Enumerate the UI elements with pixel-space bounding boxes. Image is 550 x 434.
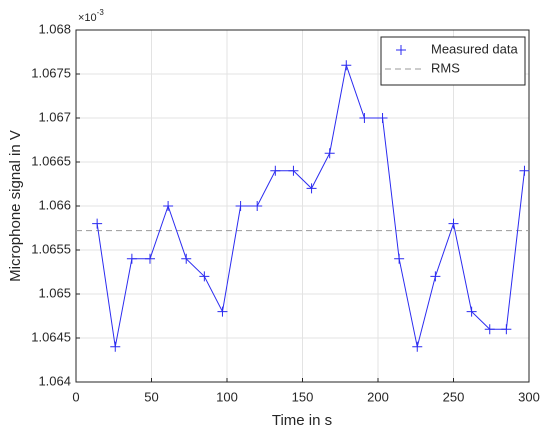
data-marker bbox=[394, 253, 405, 264]
data-marker bbox=[235, 201, 246, 211]
y-multiplier-base: ×10 bbox=[78, 12, 97, 24]
x-tick-label: 300 bbox=[518, 389, 540, 404]
y-multiplier-exponent: -3 bbox=[97, 8, 105, 17]
data-marker bbox=[288, 165, 299, 176]
data-marker bbox=[252, 201, 263, 211]
data-marker bbox=[199, 271, 210, 282]
y-tick-label: 1.067 bbox=[38, 109, 71, 124]
data-marker bbox=[126, 253, 137, 264]
data-marker bbox=[430, 271, 441, 282]
legend-label: RMS bbox=[431, 60, 460, 75]
data-marker bbox=[448, 218, 459, 229]
data-marker bbox=[110, 341, 121, 352]
y-tick-label: 1.066 bbox=[38, 197, 71, 212]
y-tick-label: 1.0655 bbox=[31, 241, 71, 256]
y-axis-label: Microphone signal in V bbox=[7, 130, 24, 282]
data-marker bbox=[181, 253, 192, 264]
data-marker bbox=[217, 306, 228, 317]
plot-frame bbox=[75, 29, 530, 383]
data-marker bbox=[377, 113, 388, 123]
y-tick-label: 1.0665 bbox=[31, 153, 71, 168]
x-tick-label: 50 bbox=[144, 389, 158, 404]
data-marker bbox=[484, 324, 495, 335]
x-tick-label: 0 bbox=[72, 389, 79, 404]
data-marker bbox=[359, 113, 370, 123]
data-marker bbox=[163, 201, 174, 211]
data-marker bbox=[270, 165, 281, 176]
data-marker bbox=[92, 218, 103, 229]
x-tick-label: 250 bbox=[443, 389, 465, 404]
x-tick-label: 100 bbox=[216, 389, 238, 404]
y-tick-label: 1.064 bbox=[38, 373, 71, 388]
data-marker bbox=[341, 60, 352, 71]
legend-box bbox=[380, 36, 526, 86]
legend-label: Measured data bbox=[431, 41, 518, 56]
data-marker bbox=[306, 183, 317, 194]
data-marker bbox=[144, 253, 155, 264]
x-tick-label: 150 bbox=[292, 389, 314, 404]
x-tick-label: 200 bbox=[367, 389, 389, 404]
y-tick-label: 1.0645 bbox=[31, 329, 71, 344]
y-tick-label: 1.065 bbox=[38, 285, 71, 300]
legend-marker bbox=[396, 45, 406, 55]
y-tick-label: 1.068 bbox=[38, 21, 71, 36]
data-marker bbox=[519, 165, 530, 176]
x-axis-label: Time in s bbox=[272, 412, 332, 429]
y-tick-label: 1.0675 bbox=[31, 65, 71, 80]
data-marker bbox=[412, 341, 423, 352]
data-marker bbox=[501, 324, 512, 335]
data-marker bbox=[324, 148, 335, 159]
data-marker bbox=[466, 306, 477, 317]
y-multiplier: ×10-3 bbox=[78, 8, 104, 24]
